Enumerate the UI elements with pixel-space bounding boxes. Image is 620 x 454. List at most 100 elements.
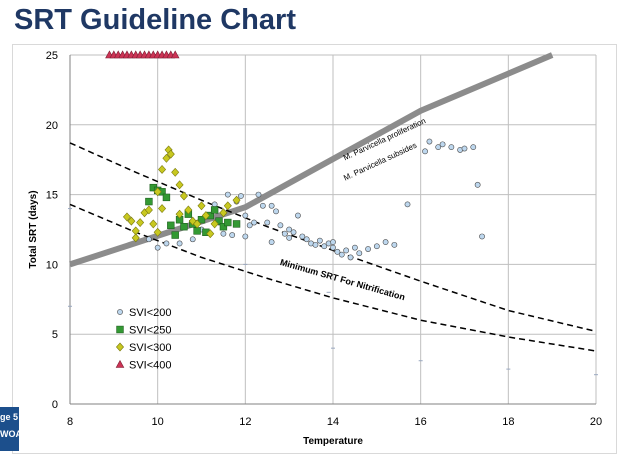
- data-point-diamond: [210, 219, 219, 229]
- y-tick-label: 0: [52, 399, 58, 411]
- data-point-circle: [154, 244, 161, 251]
- series-diamond: [122, 145, 241, 243]
- data-point-circle: [242, 233, 249, 240]
- data-point-diamond: [153, 187, 162, 197]
- data-point-square: [162, 193, 171, 202]
- data-point-diamond: [197, 201, 206, 211]
- data-point-circle: [299, 233, 306, 240]
- data-point-circle: [474, 181, 481, 188]
- data-point-circle: [273, 208, 279, 215]
- data-point-circle: [303, 236, 310, 243]
- data-point-circle: [439, 141, 446, 148]
- data-point-square: [145, 197, 153, 206]
- data-point-diamond: [153, 227, 162, 237]
- data-point-diamond: [175, 180, 184, 190]
- data-point-diamond: [184, 205, 193, 215]
- data-point-circle: [238, 193, 244, 199]
- data-point-circle: [312, 241, 319, 248]
- data-point-circle: [352, 244, 358, 251]
- data-point-circle: [356, 250, 363, 257]
- data-point-diamond: [206, 229, 215, 239]
- data-point-diamond: [179, 191, 188, 201]
- data-point-circle: [281, 230, 288, 237]
- data-point-circle: [163, 240, 170, 247]
- data-point-circle: [334, 248, 341, 255]
- data-point-circle: [295, 212, 301, 219]
- data-point-diamond: [158, 165, 167, 174]
- data-point-square: [167, 221, 175, 230]
- data-point-circle: [211, 201, 218, 208]
- x-tick-label: 14: [327, 416, 339, 428]
- data-point-square: [210, 206, 219, 214]
- x-tick-label: 10: [152, 416, 164, 428]
- y-tick-label: 15: [46, 190, 58, 202]
- footer-edge-tab: ge 5 WOA: [0, 407, 19, 451]
- y-tick-label: 5: [52, 329, 58, 341]
- data-point-circle: [338, 251, 345, 258]
- x-tick-label: 18: [502, 416, 514, 428]
- x-axis-title: Temperature: [303, 436, 363, 447]
- data-point-circle: [268, 202, 275, 209]
- data-point-circle: [145, 236, 152, 243]
- data-point-circle: [391, 241, 398, 248]
- data-point-diamond: [193, 219, 202, 229]
- data-point-square: [180, 223, 188, 231]
- footer-edge-text-2: WOA: [0, 429, 19, 439]
- legend-marker-diamond: [115, 342, 125, 352]
- data-point-circle: [220, 230, 227, 237]
- data-point-circle: [461, 145, 468, 152]
- data-point-circle: [189, 236, 196, 243]
- legend-label: SVI<300: [129, 342, 172, 354]
- y-axis-title: Total SRT (days): [28, 190, 39, 268]
- data-point-circle: [404, 201, 411, 208]
- data-point-circle: [330, 239, 336, 245]
- legend-label: SVI<400: [129, 360, 172, 372]
- data-point-circle: [365, 246, 371, 252]
- data-point-square: [193, 227, 201, 235]
- data-point-circle: [435, 144, 442, 151]
- legend-label: SVI<200: [129, 307, 172, 319]
- data-point-triangle: [170, 50, 180, 59]
- legend-label: SVI<250: [129, 325, 172, 337]
- data-point-circle: [264, 219, 271, 226]
- data-point-square: [224, 218, 232, 227]
- slide-title: SRT Guideline Chart: [14, 4, 296, 36]
- data-point-circle: [286, 226, 293, 233]
- data-point-circle: [251, 219, 257, 226]
- y-tick-label: 20: [46, 120, 58, 132]
- data-point-diamond: [158, 204, 167, 214]
- legend-marker-triangle: [115, 359, 125, 368]
- data-point-diamond: [171, 167, 180, 177]
- data-point-circle: [316, 237, 323, 244]
- data-point-circle: [426, 138, 433, 145]
- data-point-circle: [229, 232, 236, 238]
- data-point-circle: [268, 239, 275, 245]
- data-point-diamond: [175, 209, 184, 219]
- data-point-circle: [330, 244, 336, 251]
- data-point-circle: [242, 212, 249, 219]
- footer-edge-text-1: ge 5: [0, 412, 19, 422]
- data-point-circle: [255, 191, 262, 198]
- chart-legend: SVI<200 SVI<250 SVI<300 SVI<400: [115, 307, 172, 372]
- data-point-square: [219, 223, 228, 231]
- data-point-circle: [470, 144, 477, 151]
- data-point-circle: [347, 254, 354, 261]
- data-point-diamond: [122, 212, 131, 222]
- data-point-square: [171, 231, 179, 239]
- data-point-circle: [321, 243, 328, 250]
- data-point-circle: [290, 229, 297, 236]
- data-point-circle: [382, 239, 389, 245]
- x-tick-label: 8: [67, 416, 73, 428]
- legend-marker-circle: [117, 309, 123, 315]
- data-point-circle: [422, 148, 428, 155]
- x-tick-label: 16: [415, 416, 427, 428]
- data-point-circle: [448, 144, 455, 151]
- y-tick-label: 10: [46, 259, 58, 271]
- y-tick-label: 25: [46, 50, 58, 62]
- data-point-circle: [343, 247, 350, 254]
- data-point-square: [232, 220, 241, 228]
- x-tick-label: 20: [590, 416, 602, 428]
- data-point-diamond: [166, 149, 175, 159]
- series-circle: [145, 138, 485, 261]
- data-point-diamond: [232, 195, 241, 205]
